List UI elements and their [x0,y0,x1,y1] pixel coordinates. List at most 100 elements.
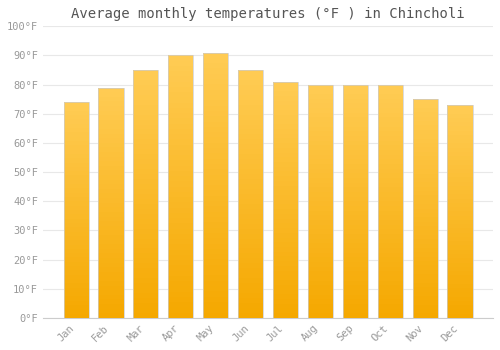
Bar [168,166,194,171]
Bar [273,148,298,153]
Bar [98,161,124,166]
Bar [343,313,368,318]
Bar [238,258,263,263]
Bar [98,286,124,290]
Bar [412,134,438,139]
Bar [238,248,263,253]
Bar [168,271,194,276]
Bar [343,201,368,206]
Bar [238,194,263,199]
Bar [378,141,403,145]
Bar [343,262,368,267]
Bar [378,299,403,304]
Bar [343,85,368,89]
Bar [378,155,403,159]
Bar [448,241,472,245]
Bar [273,271,298,275]
Bar [273,86,298,91]
Bar [203,244,228,249]
Bar [448,148,472,152]
Bar [308,85,333,89]
Bar [134,199,158,204]
Bar [168,265,194,271]
Bar [412,99,438,318]
Bar [343,183,368,187]
Bar [378,215,403,220]
Bar [308,243,333,248]
Bar [343,267,368,271]
Bar [412,104,438,108]
Bar [98,170,124,175]
Bar [308,229,333,234]
Bar [134,214,158,219]
Bar [308,262,333,267]
Bar [273,294,298,299]
Bar [238,219,263,224]
Bar [203,100,228,106]
Bar [238,164,263,169]
Bar [64,219,88,223]
Bar [98,313,124,318]
Bar [203,180,228,185]
Bar [134,273,158,278]
Bar [98,221,124,226]
Bar [238,75,263,80]
Bar [168,297,194,302]
Bar [64,309,88,314]
Bar [273,190,298,195]
Bar [64,227,88,232]
Bar [168,124,194,129]
Bar [378,276,403,281]
Bar [98,295,124,300]
Bar [308,99,333,103]
Bar [98,239,124,244]
Bar [308,276,333,281]
Bar [203,302,228,307]
Bar [203,95,228,100]
Bar [378,253,403,257]
Bar [134,239,158,244]
Bar [343,99,368,103]
Bar [308,89,333,94]
Bar [64,193,88,197]
Bar [203,106,228,111]
Bar [412,195,438,200]
Bar [168,286,194,292]
Bar [203,190,228,196]
Bar [238,313,263,318]
Bar [412,279,438,283]
Bar [203,275,228,281]
Bar [308,122,333,127]
Bar [238,179,263,184]
Bar [412,125,438,130]
Bar [238,214,263,219]
Bar [412,178,438,182]
Bar [448,182,472,186]
Bar [168,71,194,76]
Bar [448,267,472,271]
Bar [203,74,228,79]
Bar [64,296,88,301]
Bar [448,139,472,143]
Bar [378,243,403,248]
Bar [448,160,472,164]
Bar [448,216,472,220]
Bar [203,307,228,313]
Bar [238,134,263,139]
Bar [343,295,368,299]
Bar [412,182,438,187]
Bar [343,192,368,197]
Bar [448,131,472,135]
Bar [98,262,124,267]
Bar [203,79,228,84]
Bar [378,192,403,197]
Bar [134,298,158,303]
Bar [168,208,194,213]
Title: Average monthly temperatures (°F ) in Chincholi: Average monthly temperatures (°F ) in Ch… [71,7,465,21]
Bar [134,184,158,189]
Bar [343,197,368,201]
Bar [238,169,263,174]
Bar [273,100,298,105]
Bar [378,229,403,234]
Bar [448,271,472,275]
